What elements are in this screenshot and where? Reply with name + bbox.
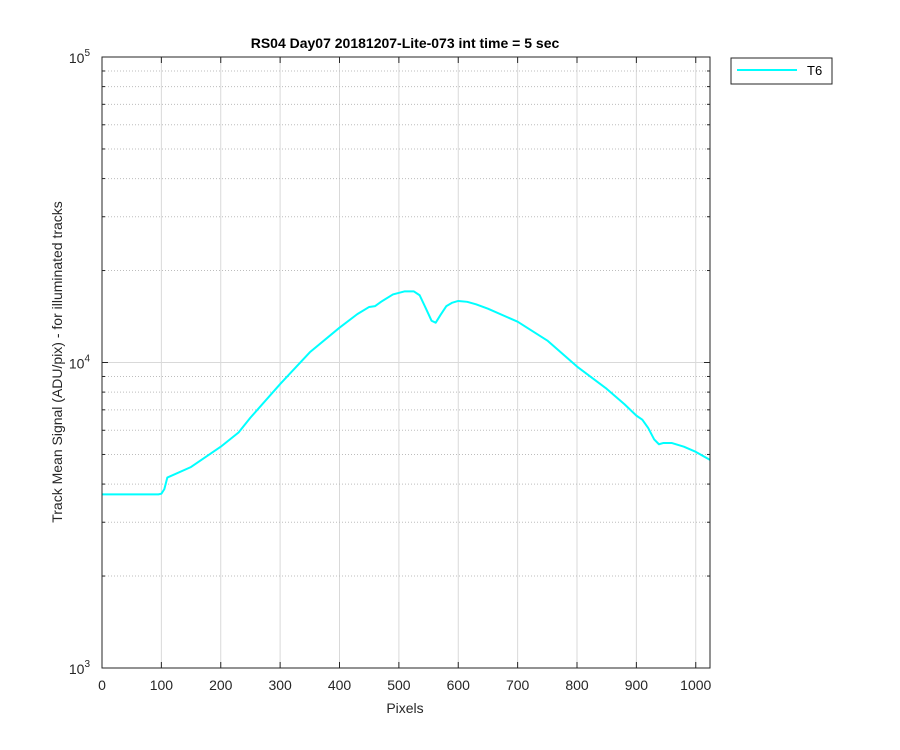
y-tick-label: 103	[69, 659, 91, 677]
series-line-t6	[102, 290, 711, 496]
series-layer	[102, 290, 711, 496]
y-tick-label: 105	[69, 48, 91, 66]
grid-lines	[102, 57, 710, 668]
x-tick-label: 500	[387, 677, 411, 693]
x-tick-label: 0	[98, 677, 106, 693]
x-tick-label: 800	[565, 677, 589, 693]
x-tick-label: 1000	[680, 677, 711, 693]
tick-marks	[101, 56, 710, 669]
x-tick-label: 200	[209, 677, 233, 693]
x-tick-label: 900	[625, 677, 649, 693]
legend: T6	[730, 57, 833, 85]
x-tick-label: 600	[447, 677, 471, 693]
x-tick-label: 300	[268, 677, 292, 693]
legend-label-t6: T6	[807, 63, 822, 78]
chart-title: RS04 Day07 20181207-Lite-073 int time = …	[251, 35, 560, 51]
x-tick-label: 400	[328, 677, 352, 693]
x-tick-label: 100	[150, 677, 174, 693]
y-tick-labels: 103 104 105	[69, 48, 91, 677]
y-axis-label: Track Mean Signal (ADU/pix) - for illumi…	[49, 201, 65, 523]
x-tick-label: 700	[506, 677, 530, 693]
x-axis-label: Pixels	[386, 700, 423, 716]
y-tick-label: 104	[69, 354, 91, 372]
x-tick-labels: 0 100 200 300 400 500 600 700 800 900 1000	[98, 677, 711, 693]
